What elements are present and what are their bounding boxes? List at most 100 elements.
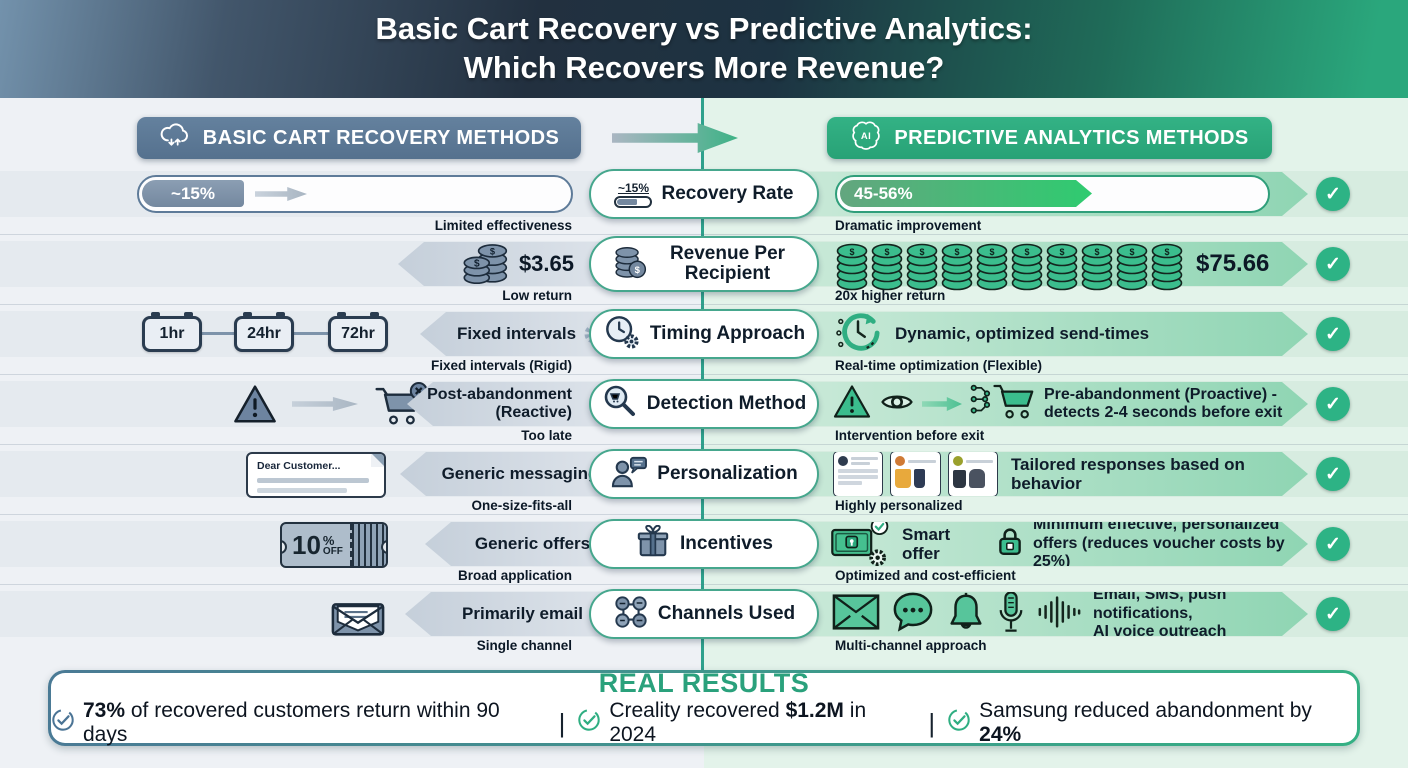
svg-text:$: $ xyxy=(1129,247,1134,257)
predictive-incentives-line1: Minimum effective, personalized xyxy=(1032,516,1280,534)
pill-label: Recovery Rate xyxy=(661,183,794,205)
comparison-rows: ~15% Limited effectiveness ~15% Recovery… xyxy=(0,165,1408,655)
basic-personalization-text: Generic messaging xyxy=(441,464,599,484)
svg-text:$: $ xyxy=(849,247,854,257)
avatar xyxy=(838,456,848,466)
svg-text:$: $ xyxy=(954,247,959,257)
pill-timing-approach: Timing Approach xyxy=(589,309,819,359)
svg-text:$: $ xyxy=(884,247,889,257)
basic-timing-text: Fixed intervals xyxy=(456,324,577,344)
predictive-detection-caption: Intervention before exit xyxy=(835,428,985,443)
pill-label: Revenue Per Recipient xyxy=(669,243,786,284)
pill-revenue-per-recipient: $ Revenue Per Recipient xyxy=(589,236,819,292)
basic-band: $ $ $3.65 xyxy=(398,242,612,286)
page-header: Basic Cart Recovery vs Predictive Analyt… xyxy=(0,0,1408,98)
magnifier-cart-icon xyxy=(602,384,638,425)
coin-stack-icon: $ xyxy=(871,243,903,291)
check-icon: ✓ xyxy=(1316,177,1350,211)
page-title-line2: Which Recovers More Revenue? xyxy=(463,50,945,85)
check-circle-icon xyxy=(51,708,75,738)
discount-voucher: 10 % OFF xyxy=(280,522,388,568)
basic-revenue-value: $3.65 xyxy=(518,251,574,276)
basic-revenue-caption: Low return xyxy=(502,288,572,303)
basic-channels-caption: Single channel xyxy=(476,638,572,653)
pill-label: Detection Method xyxy=(646,393,807,415)
svg-text:$: $ xyxy=(919,247,924,257)
svg-text:$: $ xyxy=(1094,247,1099,257)
basic-methods-label: BASIC CART RECOVERY METHODS xyxy=(202,126,560,149)
row-detection-method: Post-abandonment (Reactive) Too late Det… xyxy=(0,375,1408,445)
letter-title: Dear Customer... xyxy=(257,460,341,472)
svg-text:$: $ xyxy=(474,258,480,269)
basic-methods-badge: BASIC CART RECOVERY METHODS xyxy=(137,117,581,159)
row-timing-approach: 1hr 24hr 72hr Fixed intervals Fixed inte… xyxy=(0,305,1408,375)
svg-text:$: $ xyxy=(1164,247,1169,257)
coin-stack-icon: $ xyxy=(611,242,649,287)
check-icon: ✓ xyxy=(1316,317,1350,351)
predictive-recovery-caption: Dramatic improvement xyxy=(835,218,982,233)
basic-band: Post-abandonment (Reactive) xyxy=(407,382,612,426)
coin-stack-icon: $ xyxy=(1081,243,1113,291)
pill-label: Incentives xyxy=(680,533,773,555)
predictive-incentives-line2: offers (reduces voucher costs by 25%) xyxy=(1032,534,1285,571)
arrow-right-icon xyxy=(922,397,962,411)
predictive-recovery-bar: 45-56% xyxy=(835,175,1270,213)
mini-progress-icon: ~15% xyxy=(614,181,653,208)
check-icon: ✓ xyxy=(1316,527,1350,561)
basic-personalization-caption: One-size-fits-all xyxy=(471,498,572,513)
eye-icon xyxy=(880,392,914,417)
product-thumb xyxy=(969,469,985,488)
pill-label: Personalization xyxy=(657,463,798,485)
basic-incentives-caption: Broad application xyxy=(457,568,572,583)
predictive-detection-line2: detects 2-4 seconds before exit xyxy=(1044,404,1283,421)
coin-stack-icon: $ xyxy=(906,243,938,291)
check-icon: ✓ xyxy=(1316,597,1350,631)
row-revenue-per-recipient: $ $ $3.65 Low return $ Revenue Per Recipi… xyxy=(0,235,1408,305)
coin-stacks-group: $ $ $ $ $ $ $ $ $ $ xyxy=(835,241,1184,291)
predictive-band: Tailored responses based on behavior xyxy=(800,452,1308,496)
basic-incentives-text: Generic offers xyxy=(474,534,591,554)
results-title: REAL RESULTS xyxy=(598,667,810,698)
timer-24hr: 24hr xyxy=(234,312,294,352)
basic-band: Generic messaging xyxy=(400,452,612,496)
basic-recovery-bar: ~15% xyxy=(137,175,573,213)
barcode xyxy=(351,524,386,566)
row-recovery-rate: ~15% Limited effectiveness ~15% Recovery… xyxy=(0,165,1408,235)
pill-personalization: Personalization xyxy=(589,449,819,499)
voucher-number: 10 xyxy=(292,530,321,560)
avatar xyxy=(953,456,963,466)
timer-1hr: 1hr xyxy=(142,312,202,352)
warning-triangle-icon xyxy=(832,383,872,425)
svg-text:AI: AI xyxy=(861,130,871,141)
dynamic-clock-icon xyxy=(835,310,881,359)
product-thumb xyxy=(914,469,925,488)
predictive-channels-line2: AI voice outreach xyxy=(1093,623,1227,641)
avatar xyxy=(895,456,905,466)
pill-label: Channels Used xyxy=(657,603,796,625)
predictive-personalization-text: Tailored responses based on behavior xyxy=(1010,454,1245,493)
warning-triangle-icon xyxy=(232,383,278,430)
pill-incentives: Incentives xyxy=(589,519,819,569)
coin-stack-icon: $ xyxy=(1011,243,1043,291)
coin-stack-icon: $ xyxy=(1046,243,1078,291)
small-arrow-icon xyxy=(255,187,307,201)
coin-stack-icon: $ xyxy=(941,243,973,291)
voice-waveform-icon xyxy=(1036,594,1082,635)
product-thumb xyxy=(953,470,966,488)
lock-icon xyxy=(997,527,1023,562)
check-icon: ✓ xyxy=(1316,457,1350,491)
notification-bell-icon xyxy=(946,591,986,638)
timer-72hr: 72hr xyxy=(328,312,388,352)
person-chat-icon xyxy=(610,455,648,494)
cloud-download-icon xyxy=(159,121,191,155)
real-results-panel: REAL RESULTS 73% of recovered customers … xyxy=(48,667,1360,746)
predictive-recovery-fill: 45-56% xyxy=(840,180,1092,207)
basic-recovery-fill: ~15% xyxy=(142,180,244,207)
basic-band: Generic offers xyxy=(425,522,612,566)
circuit-cart-icon xyxy=(970,380,1036,429)
product-thumb xyxy=(895,469,911,488)
microphone-icon xyxy=(997,590,1025,639)
predictive-methods-label: PREDICTIVE ANALYTICS METHODS xyxy=(894,126,1249,149)
svg-text:$: $ xyxy=(1059,247,1064,257)
predictive-band: Smart offer Minimum effective, personali… xyxy=(800,522,1308,566)
